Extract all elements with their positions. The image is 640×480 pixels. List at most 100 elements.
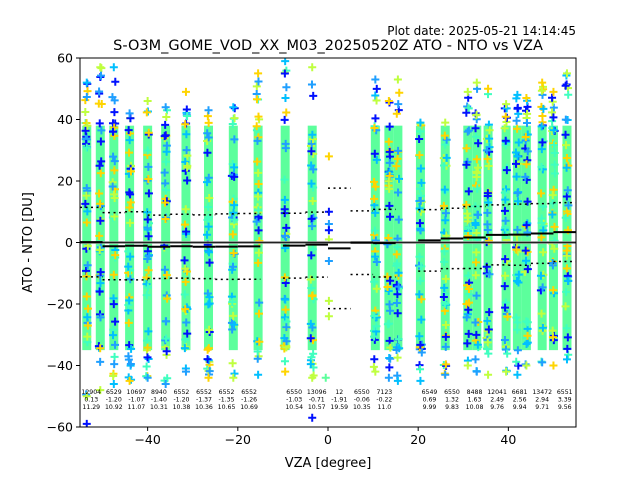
data-point	[161, 343, 170, 352]
data-point	[324, 226, 333, 235]
data-point	[182, 146, 191, 155]
data-point	[324, 312, 333, 321]
data-point	[96, 71, 105, 80]
data-point	[415, 290, 424, 299]
data-point	[84, 304, 93, 313]
data-point	[464, 232, 473, 241]
data-point	[144, 266, 153, 275]
data-point	[370, 312, 379, 321]
data-point	[126, 218, 135, 227]
data-point	[230, 114, 239, 123]
bin-mean-label: 0.69	[423, 397, 437, 404]
data-point	[252, 82, 261, 91]
data-point	[181, 264, 190, 273]
bin-count-label: 6550	[286, 389, 302, 396]
data-point	[441, 360, 450, 369]
data-point	[523, 147, 532, 156]
data-point	[385, 122, 394, 131]
data-point	[472, 155, 481, 164]
bin-count-label: 6552	[219, 389, 235, 396]
data-point	[161, 379, 170, 388]
data-point	[473, 340, 482, 349]
data-point	[417, 315, 426, 324]
data-point	[181, 277, 190, 286]
data-point	[124, 318, 133, 327]
data-point	[485, 126, 494, 135]
data-point	[321, 373, 330, 382]
data-point	[252, 95, 261, 104]
column-band	[548, 125, 558, 351]
column-band	[562, 125, 572, 351]
data-point	[280, 205, 289, 214]
data-point	[324, 152, 333, 161]
data-point	[95, 287, 104, 296]
data-point	[471, 221, 480, 230]
data-point	[204, 222, 213, 231]
mean-lines	[80, 231, 576, 250]
data-point	[162, 141, 171, 150]
column-band	[204, 125, 214, 351]
data-point	[392, 109, 401, 118]
data-point	[563, 207, 572, 216]
data-point	[142, 372, 151, 381]
data-point	[228, 262, 237, 271]
data-point	[110, 212, 119, 221]
data-point	[440, 306, 449, 315]
y-tick-label: 60	[57, 51, 73, 66]
data-point	[386, 212, 395, 221]
data-point	[512, 357, 521, 366]
data-point	[162, 271, 171, 280]
bin-count-label: 13096	[307, 389, 327, 396]
data-point	[439, 293, 448, 302]
data-point	[161, 131, 170, 140]
data-point	[561, 213, 570, 222]
data-point	[561, 115, 570, 124]
bin-count-label: 10697	[127, 389, 147, 396]
data-point	[385, 147, 394, 156]
data-point	[228, 230, 237, 239]
data-point	[394, 146, 403, 155]
data-point	[307, 251, 316, 260]
data-point	[440, 257, 449, 266]
data-point	[440, 185, 449, 194]
bin-std-label: 10.08	[466, 404, 484, 411]
data-point	[513, 197, 522, 206]
bin-mean-label: -1.03	[286, 397, 302, 404]
data-point	[537, 145, 546, 154]
data-point	[110, 157, 119, 166]
bin-mean-label: -0.71	[309, 397, 325, 404]
data-point	[549, 361, 558, 370]
data-point	[512, 313, 521, 322]
data-point	[513, 346, 522, 355]
data-point	[229, 249, 238, 258]
data-point	[512, 245, 521, 254]
data-point	[125, 296, 134, 305]
data-point	[281, 93, 290, 102]
data-point	[441, 274, 450, 283]
data-point	[562, 246, 571, 255]
data-point	[82, 78, 91, 87]
data-point	[125, 148, 134, 157]
data-point	[308, 291, 317, 300]
data-point	[182, 227, 191, 236]
data-point	[549, 87, 558, 96]
data-point	[255, 237, 264, 246]
data-point	[371, 313, 380, 322]
data-point	[255, 298, 264, 307]
data-point	[473, 184, 482, 193]
bin-count-label: 12904	[81, 389, 101, 396]
data-point	[110, 131, 119, 140]
data-point	[96, 199, 105, 208]
data-point	[539, 137, 548, 146]
data-point	[369, 362, 378, 371]
data-point	[229, 208, 238, 217]
data-point	[463, 213, 472, 222]
data-point	[537, 86, 546, 95]
data-point	[463, 87, 472, 96]
data-point	[393, 154, 402, 163]
data-point	[522, 93, 531, 102]
data-point	[415, 332, 424, 341]
data-point	[417, 295, 426, 304]
data-point	[253, 354, 262, 363]
data-point	[204, 173, 213, 182]
